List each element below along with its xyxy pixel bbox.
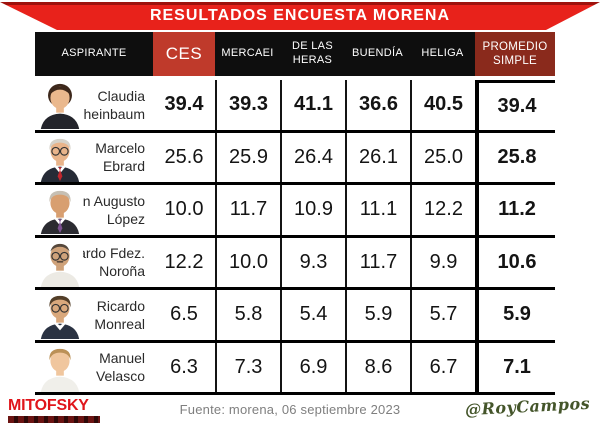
candidate-cell: Marcelo Ebrard bbox=[35, 133, 153, 183]
table-header-row: ASPIRANTE CES MERCAEI DE LAS HERAS BUENDÍA HEL… bbox=[35, 32, 555, 76]
poll-value-heliga: 9.9 bbox=[410, 237, 475, 287]
candidate-name: Claudia Sheinbaum bbox=[74, 87, 145, 122]
table-body: Claudia Sheinbaum 39.4 39.3 41.1 36.6 40.5 39.4… bbox=[35, 80, 555, 395]
source-text: Fuente: morena, 06 septiembre 2023 bbox=[179, 402, 401, 417]
poll-value-heliga: 5.7 bbox=[410, 290, 475, 340]
title-ribbon: RESULTADOS ENCUESTA MORENA bbox=[0, 2, 600, 30]
poll-value-ces: 10.0 bbox=[164, 198, 204, 221]
candidate-photo bbox=[37, 81, 83, 129]
candidate-cell: Manuel Velasco bbox=[35, 343, 153, 393]
page-title: RESULTADOS ENCUESTA MORENA bbox=[149, 6, 451, 24]
poll-value-heras: 10.9 bbox=[280, 185, 345, 235]
candidate-photo bbox=[37, 343, 83, 392]
mitofsky-logo: MITOFSKY bbox=[8, 398, 108, 423]
column-header-aspirante: ASPIRANTE bbox=[35, 32, 153, 76]
poll-value-ces: 25.6 bbox=[164, 145, 204, 168]
poll-value-mercaei: 25.9 bbox=[215, 132, 280, 182]
column-header-buendia: BUENDÍA bbox=[345, 32, 410, 76]
poll-value-ces: 39.4 bbox=[164, 93, 204, 116]
poll-value-mercaei: 39.3 bbox=[215, 80, 280, 130]
candidate-photo bbox=[37, 133, 83, 182]
table-row: Manuel Velasco 6.3 7.3 6.9 8.6 6.7 7.1 bbox=[35, 342, 555, 395]
candidate-cell: Gerardo Fdez. Noroña bbox=[35, 238, 153, 288]
poll-value-heras: 6.9 bbox=[280, 342, 345, 392]
poll-value-heliga: 12.2 bbox=[410, 185, 475, 235]
poll-value-ces: 12.2 bbox=[164, 250, 204, 273]
poll-value-heliga: 6.7 bbox=[410, 342, 475, 392]
table-row: Gerardo Fdez. Noroña 12.2 10.0 9.3 11.7 9.9 10.… bbox=[35, 237, 555, 290]
column-header-heliga: HELIGA bbox=[410, 32, 475, 76]
poll-value-heras: 9.3 bbox=[280, 237, 345, 287]
poll-value-heliga: 25.0 bbox=[410, 132, 475, 182]
promedio-value: 5.9 bbox=[475, 290, 555, 340]
poll-value-buendia: 8.6 bbox=[345, 342, 410, 392]
candidate-name: Ricardo Monreal bbox=[94, 297, 145, 332]
column-header-heras: DE LAS HERAS bbox=[280, 32, 345, 76]
poll-value-mercaei: 7.3 bbox=[215, 342, 280, 392]
column-header-promedio: PROMEDIO SIMPLE bbox=[475, 32, 555, 76]
mitofsky-tagline-bar bbox=[8, 416, 100, 423]
poll-value-mercaei: 11.7 bbox=[215, 185, 280, 235]
promedio-value: 25.8 bbox=[475, 132, 555, 182]
candidate-photo bbox=[37, 238, 83, 287]
poll-value-heras: 26.4 bbox=[280, 132, 345, 182]
candidate-photo bbox=[37, 291, 83, 339]
mitofsky-logo-text: MITOFSKY bbox=[8, 397, 89, 414]
promedio-value: 10.6 bbox=[475, 237, 555, 287]
poll-value-buendia: 26.1 bbox=[345, 132, 410, 182]
poll-value-heras: 41.1 bbox=[280, 80, 345, 130]
poll-value-buendia: 5.9 bbox=[345, 290, 410, 340]
table-row: Ricardo Monreal 6.5 5.8 5.4 5.9 5.7 5.9 bbox=[35, 290, 555, 343]
poll-value-heliga: 40.5 bbox=[410, 80, 475, 130]
poll-value-buendia: 11.1 bbox=[345, 185, 410, 235]
table-row: Marcelo Ebrard 25.6 25.9 26.4 26.1 25.0 25.8 bbox=[35, 132, 555, 185]
candidate-cell: Adán Augusto López bbox=[35, 185, 153, 235]
poll-value-heras: 5.4 bbox=[280, 290, 345, 340]
promedio-value: 7.1 bbox=[475, 342, 555, 392]
poll-value-buendia: 36.6 bbox=[345, 80, 410, 130]
poll-value-buendia: 11.7 bbox=[345, 237, 410, 287]
column-header-ces: CES bbox=[153, 32, 215, 76]
promedio-value: 11.2 bbox=[475, 185, 555, 235]
poll-value-ces: 6.3 bbox=[170, 355, 198, 378]
table-row: Adán Augusto López 10.0 11.7 10.9 11.1 12.2 11.… bbox=[35, 185, 555, 238]
candidate-name: Manuel Velasco bbox=[95, 350, 145, 385]
promedio-value: 39.4 bbox=[475, 80, 555, 130]
candidate-photo bbox=[37, 186, 83, 234]
poll-value-mercaei: 10.0 bbox=[215, 237, 280, 287]
poll-value-ces: 6.5 bbox=[170, 303, 198, 326]
column-header-mercaei: MERCAEI bbox=[215, 32, 280, 76]
author-signature: @RoyCampos bbox=[464, 393, 591, 420]
poll-value-mercaei: 5.8 bbox=[215, 290, 280, 340]
candidate-cell: Ricardo Monreal bbox=[35, 290, 153, 340]
table-row: Claudia Sheinbaum 39.4 39.3 41.1 36.6 40.5 39.4 bbox=[35, 80, 555, 133]
candidate-name: Marcelo Ebrard bbox=[95, 140, 145, 175]
candidate-cell: Claudia Sheinbaum bbox=[35, 80, 153, 130]
